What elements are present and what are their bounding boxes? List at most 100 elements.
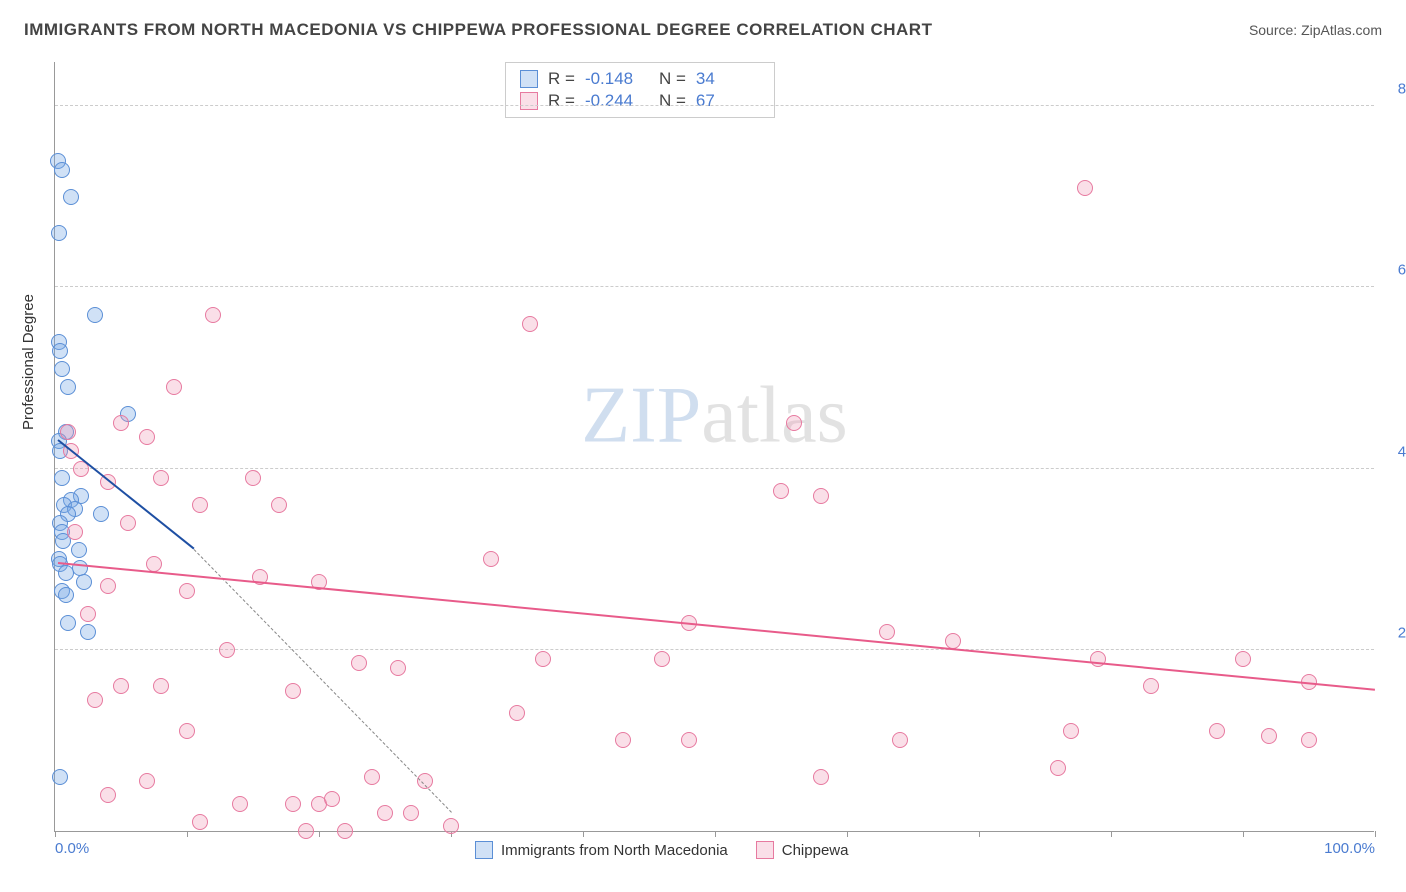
legend-swatch — [475, 841, 493, 859]
data-point — [54, 162, 70, 178]
y-axis-label: Professional Degree — [20, 294, 37, 430]
data-point — [285, 796, 301, 812]
xtick — [979, 831, 980, 837]
data-point — [93, 506, 109, 522]
xtick-label: 100.0% — [1324, 840, 1375, 857]
data-point — [324, 791, 340, 807]
data-point — [146, 556, 162, 572]
xtick — [319, 831, 320, 837]
legend-swatch — [520, 70, 538, 88]
data-point — [417, 773, 433, 789]
data-point — [63, 189, 79, 205]
data-point — [879, 624, 895, 640]
data-point — [681, 732, 697, 748]
data-point — [71, 542, 87, 558]
data-point — [1261, 728, 1277, 744]
legend-r-value: -0.244 — [585, 91, 649, 111]
data-point — [100, 787, 116, 803]
trend-line — [58, 562, 1376, 691]
data-point — [60, 615, 76, 631]
watermark-atlas: atlas — [701, 371, 848, 459]
gridline — [55, 649, 1374, 650]
ytick-label: 6.0% — [1398, 262, 1406, 279]
xtick — [1375, 831, 1376, 837]
data-point — [892, 732, 908, 748]
xtick-label: 0.0% — [55, 840, 89, 857]
data-point — [298, 823, 314, 839]
data-point — [1050, 760, 1066, 776]
data-point — [153, 678, 169, 694]
data-point — [535, 651, 551, 667]
data-point — [1143, 678, 1159, 694]
data-point — [245, 470, 261, 486]
data-point — [166, 379, 182, 395]
data-point — [1235, 651, 1251, 667]
data-point — [1077, 180, 1093, 196]
gridline — [55, 286, 1374, 287]
page-title: IMMIGRANTS FROM NORTH MACEDONIA VS CHIPP… — [24, 20, 932, 40]
legend-item: Chippewa — [756, 841, 849, 859]
data-point — [403, 805, 419, 821]
data-point — [54, 361, 70, 377]
data-point — [139, 429, 155, 445]
data-point — [192, 497, 208, 513]
legend-r-label: R = — [548, 91, 575, 111]
data-point — [113, 678, 129, 694]
series-legend: Immigrants from North Macedonia Chippewa — [475, 841, 848, 859]
data-point — [813, 769, 829, 785]
data-point — [509, 705, 525, 721]
data-point — [945, 633, 961, 649]
legend-n-value: 67 — [696, 91, 760, 111]
data-point — [483, 551, 499, 567]
data-point — [139, 773, 155, 789]
correlation-legend: R =-0.148N =34R =-0.244N =67 — [505, 62, 775, 118]
data-point — [54, 470, 70, 486]
legend-label: Chippewa — [782, 842, 849, 859]
data-point — [113, 415, 129, 431]
data-point — [179, 583, 195, 599]
data-point — [443, 818, 459, 834]
xtick — [583, 831, 584, 837]
source-label: Source: ZipAtlas.com — [1249, 22, 1382, 38]
legend-r-value: -0.148 — [585, 69, 649, 89]
watermark-zip: ZIP — [581, 371, 701, 459]
data-point — [1063, 723, 1079, 739]
data-point — [153, 470, 169, 486]
ytick-label: 4.0% — [1398, 443, 1406, 460]
data-point — [100, 578, 116, 594]
data-point — [615, 732, 631, 748]
xtick — [715, 831, 716, 837]
legend-label: Immigrants from North Macedonia — [501, 842, 728, 859]
xtick — [847, 831, 848, 837]
data-point — [51, 225, 67, 241]
data-point — [80, 624, 96, 640]
data-point — [351, 655, 367, 671]
watermark: ZIPatlas — [581, 370, 848, 461]
data-point — [285, 683, 301, 699]
xtick — [187, 831, 188, 837]
data-point — [60, 424, 76, 440]
data-point — [76, 574, 92, 590]
data-point — [1209, 723, 1225, 739]
legend-row: R =-0.148N =34 — [520, 69, 760, 89]
data-point — [364, 769, 380, 785]
xtick — [1243, 831, 1244, 837]
legend-r-label: R = — [548, 69, 575, 89]
xtick — [1111, 831, 1112, 837]
data-point — [219, 642, 235, 658]
data-point — [377, 805, 393, 821]
data-point — [67, 524, 83, 540]
data-point — [87, 307, 103, 323]
data-point — [390, 660, 406, 676]
data-point — [271, 497, 287, 513]
legend-n-label: N = — [659, 91, 686, 111]
legend-swatch — [756, 841, 774, 859]
data-point — [232, 796, 248, 812]
data-point — [52, 769, 68, 785]
legend-n-value: 34 — [696, 69, 760, 89]
data-point — [773, 483, 789, 499]
data-point — [58, 587, 74, 603]
data-point — [80, 606, 96, 622]
data-point — [813, 488, 829, 504]
data-point — [337, 823, 353, 839]
